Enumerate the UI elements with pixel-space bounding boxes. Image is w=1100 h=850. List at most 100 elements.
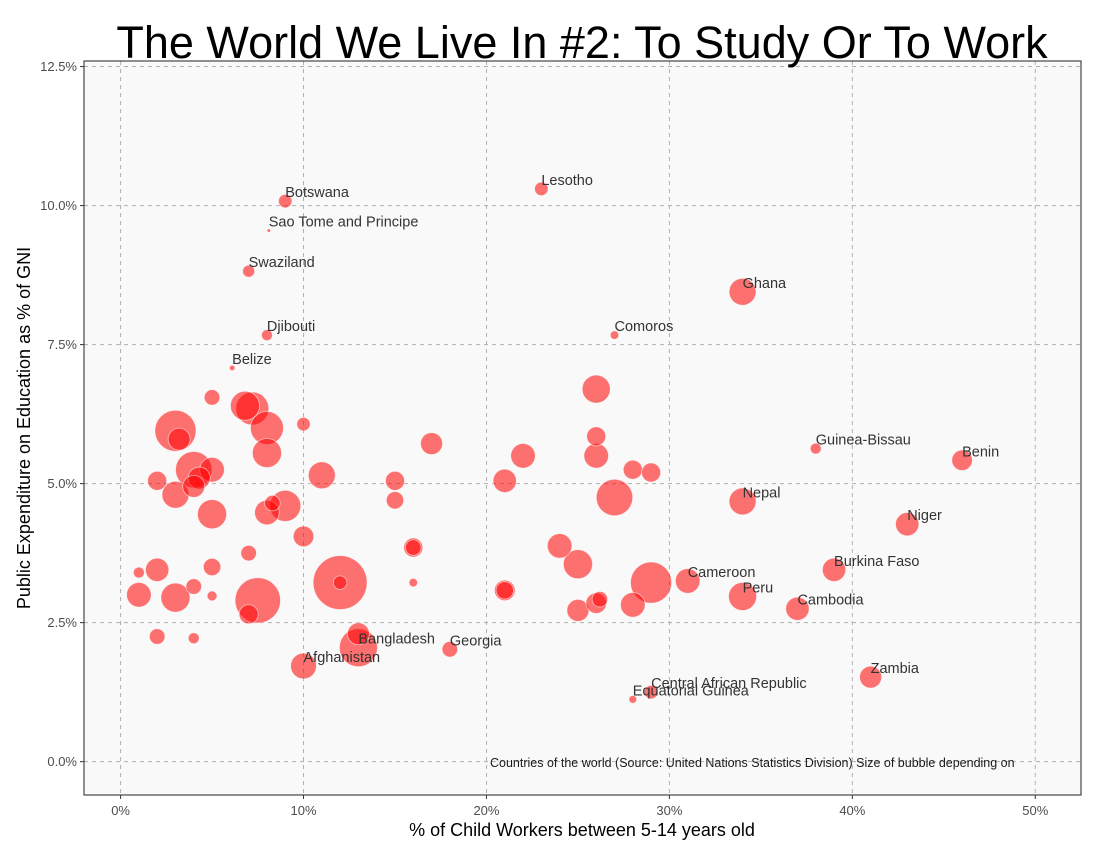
bubble xyxy=(562,549,593,580)
x-tick-label: 50% xyxy=(1022,803,1048,818)
bubble xyxy=(182,474,206,498)
bubble xyxy=(622,459,643,480)
bubble-burkina-faso xyxy=(821,557,847,582)
bubble-ghana xyxy=(728,277,757,306)
label-niger: Niger xyxy=(907,508,942,524)
x-tick-label: 10% xyxy=(291,803,317,818)
chart-caption: Countries of the world (Source: United N… xyxy=(490,756,1015,770)
bubble xyxy=(197,499,228,530)
bubble-cambodia xyxy=(785,596,810,621)
bubble xyxy=(296,416,311,432)
label-djibouti: Djibouti xyxy=(267,319,315,335)
x-tick-label: 0% xyxy=(111,803,130,818)
bubble xyxy=(620,592,646,618)
country-labels: Botswana Sao Tome and Principe Swaziland Dj… xyxy=(232,173,999,699)
bubble-swaziland xyxy=(242,264,256,278)
bubble xyxy=(203,389,221,406)
label-benin: Benin xyxy=(962,444,999,460)
x-axis-ticks: 0% 10% 20% 30% 40% 50% xyxy=(111,795,1049,818)
bubble xyxy=(583,443,609,469)
label-comoros: Comoros xyxy=(615,319,674,335)
bubble-guinea-bissau xyxy=(809,442,822,455)
bubble-niger xyxy=(895,512,920,537)
bubble xyxy=(495,581,514,600)
plot-border xyxy=(83,60,1082,796)
label-ghana: Ghana xyxy=(743,276,787,292)
bubble xyxy=(132,566,145,579)
bubble-cameroon xyxy=(674,568,701,594)
y-axis-title: Public Expenditure on Education as % of … xyxy=(14,247,34,609)
y-tick-label: 12.5% xyxy=(40,59,77,74)
bubble xyxy=(420,432,443,455)
bubble xyxy=(405,539,422,556)
chart-title: The World We Live In #2: To Study Or To … xyxy=(116,17,1048,68)
bubble xyxy=(332,575,348,590)
bubble xyxy=(595,478,634,517)
label-sao-tome-and-principe: Sao Tome and Principe xyxy=(269,215,419,231)
bubble xyxy=(187,632,200,645)
bubble-sao-tome-and-principe xyxy=(266,228,271,233)
bubble xyxy=(492,468,517,493)
label-peru: Peru xyxy=(743,580,774,596)
bubble-benin xyxy=(951,449,973,471)
label-cameroon: Cameroon xyxy=(688,565,756,581)
y-tick-label: 7.5% xyxy=(47,337,77,352)
bubble xyxy=(385,491,405,510)
y-axis-ticks: 0.0% 2.5% 5.0% 7.5% 10.0% 12.5% xyxy=(40,59,84,769)
label-equatorial-guinea: Equatorial Guinea xyxy=(633,683,750,699)
label-nepal: Nepal xyxy=(743,485,781,501)
bubble xyxy=(385,470,405,491)
bubble xyxy=(546,533,573,559)
label-bangladesh: Bangladesh xyxy=(358,632,435,648)
bubble-belize xyxy=(229,364,236,372)
bubble-zambia xyxy=(859,665,883,689)
bubble xyxy=(145,557,170,582)
bubble xyxy=(408,577,418,588)
y-tick-label: 10.0% xyxy=(40,198,77,213)
bubble xyxy=(581,374,611,404)
bubble-equatorial-guinea xyxy=(628,695,638,704)
bubble xyxy=(251,438,282,468)
label-georgia: Georgia xyxy=(450,633,503,649)
bubble-peru xyxy=(728,582,757,611)
x-tick-label: 20% xyxy=(473,803,499,818)
bubble xyxy=(148,628,166,645)
label-burkina-faso: Burkina Faso xyxy=(834,554,919,570)
label-botswana: Botswana xyxy=(285,185,350,201)
bubble xyxy=(510,443,536,469)
bubble-botswana xyxy=(278,193,293,209)
label-central-african-republic: Central African Republic xyxy=(651,676,807,692)
x-axis-title: % of Child Workers between 5-14 years ol… xyxy=(409,820,755,840)
bubble-central-african-republic xyxy=(643,684,659,700)
x-tick-label: 40% xyxy=(839,803,865,818)
bubble xyxy=(147,470,168,491)
bubble xyxy=(240,544,257,562)
bubble xyxy=(641,462,662,483)
label-guinea-bissau: Guinea-Bissau xyxy=(816,433,911,449)
label-lesotho: Lesotho xyxy=(541,173,593,189)
label-cambodia: Cambodia xyxy=(797,593,864,609)
bubble xyxy=(347,622,370,646)
bubble-afghanistan xyxy=(290,652,317,680)
label-afghanistan: Afghanistan xyxy=(304,650,381,666)
bubble-djibouti xyxy=(261,329,273,342)
bubble-layer xyxy=(126,181,973,704)
bubble xyxy=(238,604,259,625)
bubble xyxy=(185,578,202,595)
y-tick-label: 2.5% xyxy=(47,615,77,630)
y-tick-label: 5.0% xyxy=(47,476,77,491)
bubble-georgia xyxy=(441,641,459,658)
bubble xyxy=(292,525,315,548)
label-belize: Belize xyxy=(232,352,272,368)
label-zambia: Zambia xyxy=(871,661,920,677)
bubble xyxy=(264,494,281,512)
bubble-lesotho xyxy=(534,181,549,197)
bubble xyxy=(307,461,336,490)
bubble xyxy=(206,590,218,602)
x-tick-label: 30% xyxy=(656,803,682,818)
bubble-comoros xyxy=(609,330,620,340)
bubble xyxy=(126,582,152,608)
label-swaziland: Swaziland xyxy=(249,255,315,271)
plot-panel xyxy=(84,61,1081,795)
